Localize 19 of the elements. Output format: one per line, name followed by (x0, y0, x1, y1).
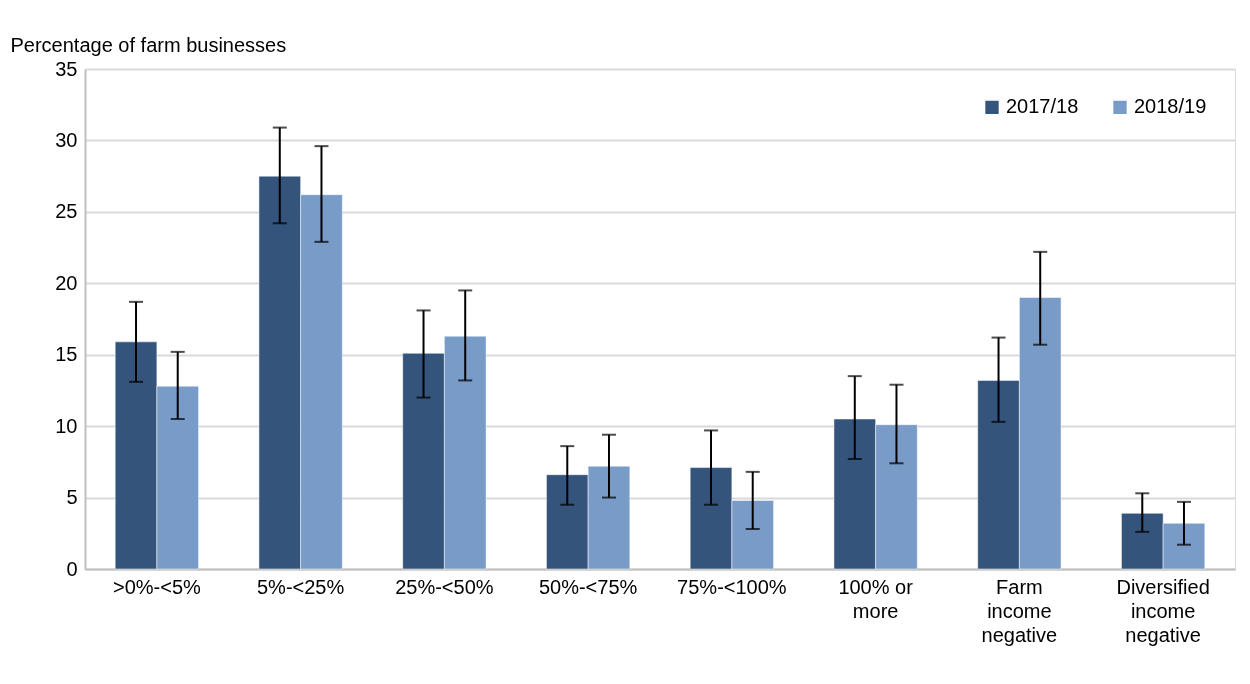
y-tick-label: 5 (66, 486, 78, 509)
y-tick-label: 30 (55, 128, 78, 151)
x-tick-label: Diversified income negative (1116, 575, 1210, 646)
y-tick-label: 0 (66, 557, 78, 580)
y-tick-label: 20 (55, 271, 78, 294)
x-tick-label: 50%-<75% (538, 575, 638, 598)
y-tick-label: 10 (55, 414, 78, 437)
x-tick-label: >0%-<5% (112, 575, 201, 598)
x-tick-label: 75%-<100% (677, 575, 787, 598)
x-tick-label: 25%-<50% (395, 575, 494, 598)
legend-label: 2017/18 (1006, 95, 1079, 118)
x-tick-label: 5%-<25% (256, 575, 345, 598)
y-tick-label: 15 (55, 343, 78, 366)
y-axis-title: Percentage of farm businesses (10, 33, 287, 56)
x-tick-label: 100% or more (838, 575, 914, 622)
legend-label: 2018/19 (1134, 95, 1207, 118)
y-tick-label: 25 (55, 200, 78, 223)
y-tick-label: 35 (55, 57, 78, 80)
x-tick-label: Farm income negative (981, 575, 1058, 646)
